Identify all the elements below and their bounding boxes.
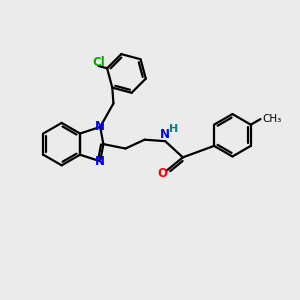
Text: H: H bbox=[169, 124, 179, 134]
Text: N: N bbox=[160, 128, 170, 141]
Text: CH₃: CH₃ bbox=[262, 114, 282, 124]
Text: Cl: Cl bbox=[92, 56, 105, 69]
Text: O: O bbox=[157, 167, 167, 180]
Text: N: N bbox=[95, 155, 105, 168]
Text: N: N bbox=[95, 121, 105, 134]
